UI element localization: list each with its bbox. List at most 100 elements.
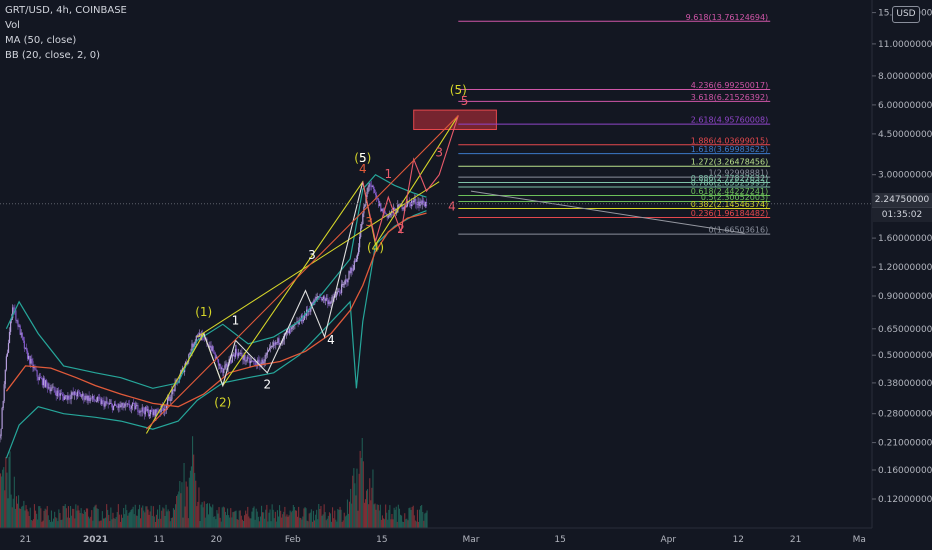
candle-body [328, 301, 330, 305]
candle-body [239, 352, 241, 354]
volume-bar [354, 483, 356, 528]
volume-bar [11, 507, 13, 528]
candle-body [365, 197, 367, 205]
price-scale[interactable]: 15.0000000011.000000008.000000006.000000… [872, 9, 932, 505]
candle-body [11, 318, 13, 321]
volume-bar [294, 510, 296, 528]
volume-bar [97, 509, 99, 528]
volume-bar [190, 466, 192, 528]
volume-bar [319, 509, 321, 528]
volume-bar [114, 518, 116, 528]
volume-bar [177, 494, 179, 528]
volume-bar [267, 521, 269, 528]
candle-body [348, 271, 350, 280]
volume-bar [9, 451, 11, 528]
symbol-title[interactable]: GRT/USD, 4h, COINBASE [5, 5, 127, 16]
volume-bar [90, 516, 92, 528]
volume-bar [124, 514, 126, 528]
candle-body [90, 397, 92, 399]
volume-bar [22, 505, 24, 528]
volume-bar [12, 498, 14, 528]
volume-bar [165, 504, 167, 528]
volume-bar [230, 508, 232, 528]
candle-body [222, 368, 224, 373]
candle-body [143, 411, 145, 415]
candle-body [173, 389, 175, 391]
volume-bar [95, 504, 97, 528]
candle-body [67, 395, 69, 400]
candle-body [8, 331, 11, 344]
candle-body [74, 391, 76, 396]
candle-body [85, 395, 87, 399]
volume-bar [305, 508, 307, 528]
volume-bar [158, 518, 160, 528]
volume-bar [115, 517, 117, 528]
volume-bar [414, 520, 416, 528]
volume-bar [35, 510, 37, 528]
volume-bar [229, 517, 231, 528]
candle-body [177, 380, 179, 382]
candle-body [97, 397, 99, 402]
candle-body [394, 208, 396, 210]
time-tick-label: Ma [853, 535, 866, 545]
volume-bar [280, 510, 282, 528]
volume-bar [145, 506, 147, 528]
candle-body [80, 393, 82, 397]
volume-bar [168, 511, 170, 528]
volume-bar [383, 518, 385, 528]
volume-bar [134, 504, 136, 528]
indicator-ma[interactable]: MA (50, close) [5, 35, 77, 46]
volume-bar [390, 519, 392, 528]
candle-body [249, 361, 251, 364]
candle-body [53, 386, 55, 391]
volume-bar [142, 505, 144, 528]
candle-body [399, 204, 401, 207]
candle-body [3, 384, 5, 401]
candle-body [398, 204, 400, 206]
candle-body [94, 400, 97, 402]
volume-bar [6, 472, 8, 528]
wave-label: 4 [448, 200, 456, 214]
candle-body [405, 206, 407, 207]
time-tick-label: 21 [790, 535, 801, 545]
candle-body [421, 200, 423, 205]
volume-bar [234, 511, 236, 528]
volume-bar [235, 510, 237, 528]
volume-bar [254, 519, 256, 528]
candle-body [5, 356, 7, 370]
time-axis[interactable]: 21 2021 11 20 Feb 15 Mar 15 Apr 12 21 Ma [20, 535, 866, 545]
elliott-wave-paths[interactable] [145, 115, 459, 434]
currency-button[interactable]: USD [892, 6, 920, 23]
volume-bar [348, 513, 350, 528]
candle-body [6, 352, 8, 357]
volume-bar [241, 519, 243, 528]
fib-level-label: 0.5(2.30052003) [701, 193, 768, 202]
candle-body [290, 328, 292, 330]
volume-bar [180, 493, 182, 528]
volume-bar [257, 516, 259, 528]
candle-body [72, 392, 74, 395]
volume-bar [215, 519, 217, 528]
candle-body [194, 341, 196, 344]
fibonacci-extension[interactable]: 9.618(13.76124694) 4.236(6.99250017) 3.618… [458, 13, 771, 235]
volume-bar [240, 515, 242, 528]
volume-bar [41, 521, 43, 528]
candle-body [13, 307, 15, 310]
candle-body [18, 325, 20, 327]
volume-bar [157, 509, 159, 528]
candle-body [98, 397, 100, 399]
candle-body [36, 370, 38, 377]
candle-body [409, 202, 412, 206]
volume-bar [29, 507, 31, 528]
volume-bar [301, 519, 303, 528]
candle-body [351, 268, 353, 271]
indicator-bb[interactable]: BB (20, close, 2, 0) [5, 50, 100, 61]
candle-body [134, 403, 136, 410]
volume-bar [256, 511, 258, 528]
volume-bar [187, 518, 189, 528]
candle-body [254, 361, 256, 362]
volume-bar [312, 510, 314, 528]
indicator-vol[interactable]: Vol [5, 20, 20, 31]
candle-body [291, 327, 293, 329]
